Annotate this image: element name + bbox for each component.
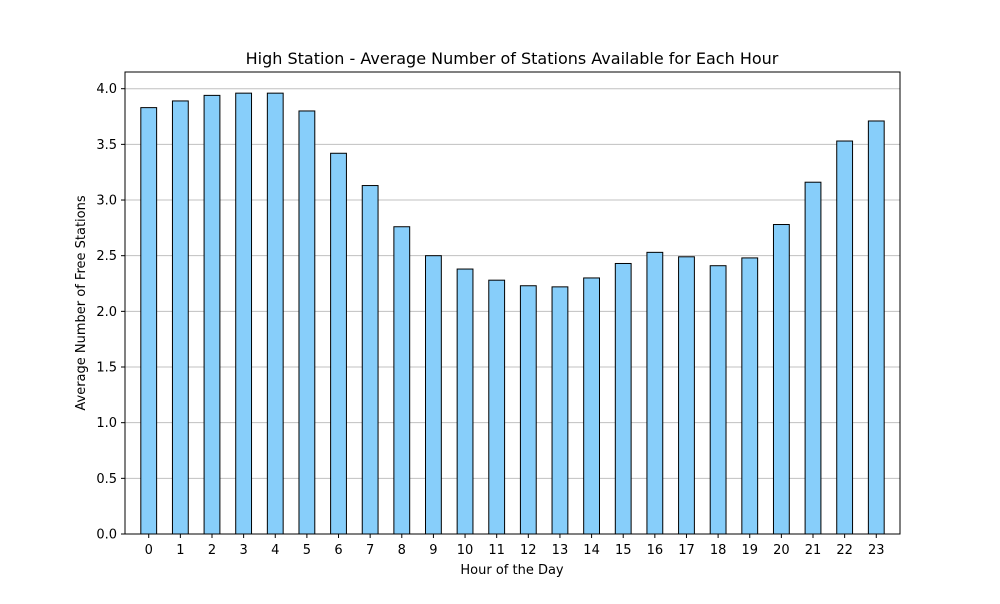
plot-area-frame — [124, 71, 901, 535]
x-tick-label: 22 — [836, 543, 853, 558]
bar-hour-16 — [646, 251, 664, 535]
y-tick-label: 2.0 — [96, 305, 117, 320]
y-tick-label: 3.0 — [96, 194, 117, 209]
bar-hour-11 — [488, 279, 506, 535]
bar-hour-0 — [140, 107, 158, 535]
bar-hour-20 — [772, 224, 790, 535]
x-tick-label: 8 — [398, 543, 406, 558]
bar-hour-18 — [709, 265, 727, 535]
bar-hour-9 — [425, 255, 442, 535]
x-tick-label: 17 — [678, 543, 695, 558]
bar-hour-17 — [678, 256, 695, 535]
x-tick-label: 0 — [145, 543, 153, 558]
x-tick-label: 3 — [239, 543, 247, 558]
x-tick-label: 9 — [429, 543, 437, 558]
x-tick-label: 19 — [741, 543, 758, 558]
bar-hour-1 — [171, 100, 189, 535]
bar-hour-21 — [804, 181, 822, 535]
y-tick-label: 4.0 — [96, 82, 117, 97]
bar-hour-3 — [235, 92, 253, 535]
x-tick-label: 6 — [334, 543, 342, 558]
x-tick-label: 5 — [303, 543, 311, 558]
bar-hour-2 — [203, 94, 221, 535]
y-tick-label: 0.0 — [96, 528, 117, 543]
bar-hour-8 — [393, 226, 411, 535]
x-tick-label: 18 — [710, 543, 727, 558]
bar-hour-12 — [519, 285, 537, 535]
bar-hour-4 — [266, 92, 284, 535]
x-tick-label: 7 — [366, 543, 374, 558]
y-tick-label: 0.5 — [96, 472, 117, 487]
x-tick-label: 20 — [773, 543, 790, 558]
y-tick-label: 1.0 — [96, 416, 117, 431]
x-tick-label: 12 — [520, 543, 537, 558]
x-tick-label: 14 — [583, 543, 600, 558]
bar-hour-7 — [361, 185, 379, 535]
x-tick-label: 2 — [208, 543, 216, 558]
bar-hour-23 — [867, 120, 885, 535]
x-axis-label: Hour of the Day — [460, 563, 564, 578]
y-axis-ticks: 0.0 0.5 1.0 1.5 2.0 2.5 3.0 3.5 4.0 — [96, 82, 125, 543]
bar-hour-6 — [330, 152, 347, 535]
y-tick-label: 1.5 — [96, 361, 117, 376]
bar-hour-13 — [551, 286, 569, 535]
x-tick-label: 11 — [488, 543, 505, 558]
grid-lines — [125, 88, 900, 479]
bar-hour-5 — [298, 110, 316, 535]
x-tick-label: 23 — [868, 543, 885, 558]
x-tick-label: 4 — [271, 543, 279, 558]
bar-hour-19 — [741, 257, 759, 535]
y-tick-label: 3.5 — [96, 138, 117, 153]
bars — [140, 92, 885, 535]
y-axis-label: Average Number of Free Stations — [74, 195, 89, 410]
bar-hour-22 — [836, 140, 854, 535]
x-tick-label: 15 — [615, 543, 632, 558]
bar-hour-15 — [614, 262, 632, 535]
x-axis-ticks: 0 1 2 3 4 5 6 7 8 9 10 11 12 13 14 15 16 17 18 19 20 21 22 23 — [145, 534, 885, 558]
x-tick-label: 21 — [805, 543, 822, 558]
bar-hour-14 — [583, 277, 600, 535]
y-tick-label: 2.5 — [96, 249, 117, 264]
x-tick-label: 16 — [647, 543, 664, 558]
x-tick-label: 1 — [176, 543, 184, 558]
bar-hour-10 — [456, 268, 474, 535]
x-tick-label: 13 — [552, 543, 569, 558]
x-tick-label: 10 — [457, 543, 474, 558]
chart-title: High Station - Average Number of Station… — [246, 49, 779, 68]
